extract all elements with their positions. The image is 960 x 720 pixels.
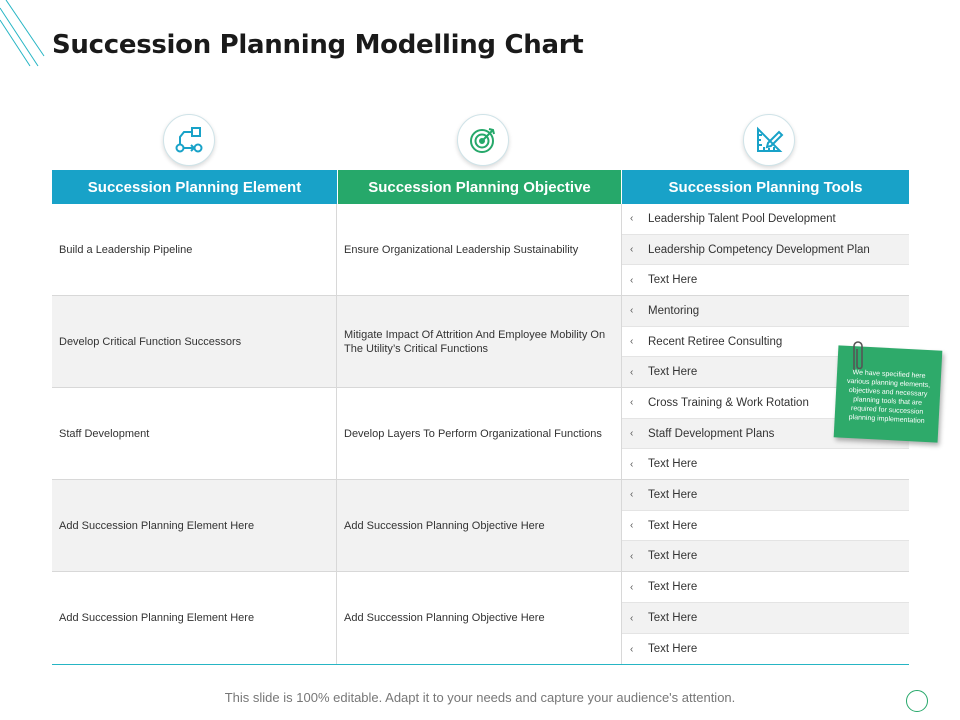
chevron-left-icon: ‹ (630, 336, 634, 347)
objective-cell: Add Succession Planning Objective Here (337, 572, 622, 664)
element-cell: Develop Critical Function Successors (52, 296, 337, 387)
tool-item: ‹ Text Here (630, 458, 698, 471)
element-cell: Build a Leadership Pipeline (52, 204, 337, 295)
chevron-left-icon: ‹ (630, 489, 634, 501)
table-row: Add Succession Planning Element Here Add… (52, 480, 909, 572)
tool-item: ‹ Text Here (622, 603, 909, 634)
tool-item: ‹ Text Here (630, 643, 698, 655)
corner-decoration (0, 0, 45, 67)
chevron-left-icon: ‹ (630, 397, 634, 409)
tool-item: ‹ Leadership Talent Pool Development (622, 204, 909, 235)
chevron-left-icon: ‹ (630, 520, 634, 531)
tool-item: ‹ Text Here (622, 480, 909, 511)
chevron-left-icon: ‹ (630, 458, 634, 470)
table-row: Add Succession Planning Element Here Add… (52, 572, 909, 664)
paperclip-icon (853, 341, 863, 370)
header-element: Succession Planning Element (52, 170, 337, 204)
element-cell: Staff Development (52, 388, 337, 479)
table-row: Staff Development Develop Layers To Perf… (52, 388, 909, 480)
table-header: Succession Planning Element Succession P… (52, 170, 909, 204)
objective-cell: Mitigate Impact Of Attrition And Employe… (337, 296, 622, 387)
ruler-pencil-icon (743, 114, 795, 166)
objective-cell: Add Succession Planning Objective Here (337, 480, 622, 571)
element-cell: Add Succession Planning Element Here (52, 480, 337, 571)
bottom-divider (52, 664, 909, 665)
circle-icon (906, 690, 928, 712)
tool-item: ‹ Text Here (622, 511, 909, 542)
header-objective: Succession Planning Objective (337, 170, 622, 204)
tool-item: ‹ Text Here (622, 572, 909, 603)
chevron-left-icon: ‹ (630, 274, 634, 286)
tools-cell: ‹ Leadership Talent Pool Development ‹ Lea… (622, 204, 909, 295)
succession-table: Succession Planning Element Succession P… (52, 170, 909, 664)
tool-item: ‹ Recent Retiree Consulting (622, 327, 909, 358)
chevron-left-icon: ‹ (630, 643, 634, 655)
objective-cell: Develop Layers To Perform Organizational… (337, 388, 622, 479)
chevron-left-icon: ‹ (630, 581, 634, 593)
table-row: Develop Critical Function Successors Mit… (52, 296, 909, 388)
header-tools: Succession Planning Tools (622, 170, 909, 204)
footer-note: This slide is 100% editable. Adapt it to… (224, 690, 736, 705)
chevron-left-icon: ‹ (630, 550, 634, 562)
chevron-left-icon: ‹ (630, 612, 634, 624)
table-row: Build a Leadership Pipeline Ensure Organ… (52, 204, 909, 296)
element-cell: Add Succession Planning Element Here (52, 572, 337, 664)
tool-item: ‹ Leadership Competency Development Plan (622, 234, 909, 266)
tools-cell: ‹ Text Here ‹ Text Here ‹ Text Here (622, 480, 909, 572)
tool-item: ‹ Mentoring (622, 296, 909, 327)
chevron-left-icon: ‹ (630, 428, 634, 439)
page-title: Succession Planning Modelling Chart (52, 30, 584, 60)
target-icon (457, 114, 509, 166)
chevron-left-icon: ‹ (630, 366, 634, 378)
chevron-left-icon: ‹ (630, 305, 634, 317)
chevron-left-icon: ‹ (630, 244, 634, 255)
flowchart-icon (163, 114, 215, 166)
tool-item: ‹ Text Here (630, 274, 698, 287)
chevron-left-icon: ‹ (630, 213, 634, 225)
tool-item: ‹ Text Here (622, 541, 909, 572)
objective-cell: Ensure Organizational Leadership Sustain… (337, 204, 622, 295)
tools-cell: ‹ Mentoring ‹ Recent Retiree Consulting ‹ T… (622, 296, 909, 388)
tools-cell: ‹ Text Here ‹ Text Here ‹ Text Here (622, 572, 909, 664)
tool-item: ‹ Cross Training & Work Rotation (622, 388, 909, 419)
